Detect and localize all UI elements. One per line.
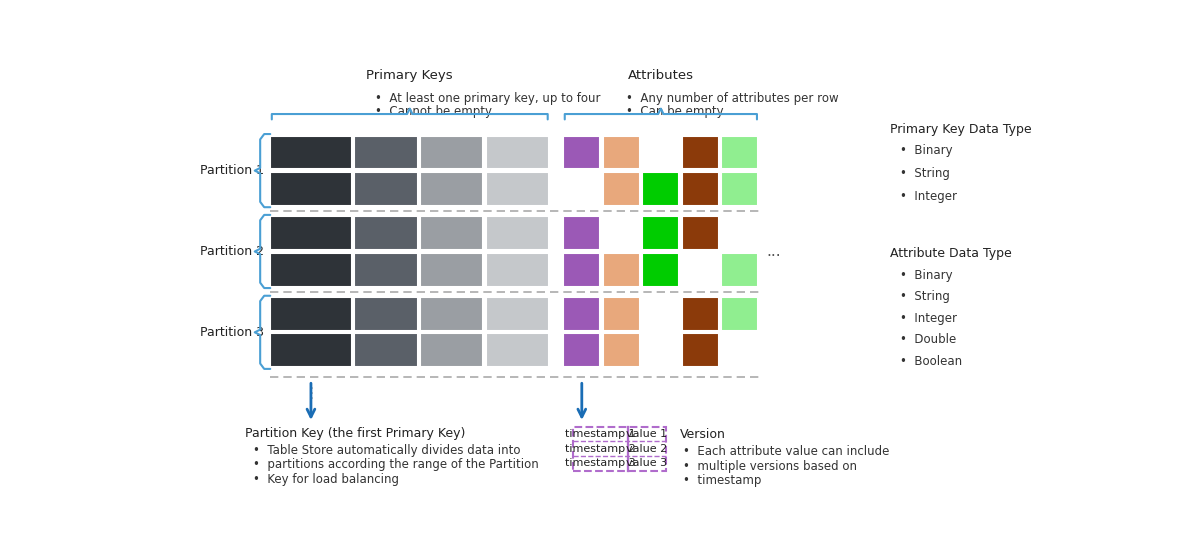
Bar xyxy=(563,334,600,367)
Bar xyxy=(485,216,549,250)
Bar xyxy=(354,135,418,169)
Bar xyxy=(643,172,680,206)
Bar xyxy=(722,253,759,287)
Text: •  partitions according the range of the Partition: • partitions according the range of the … xyxy=(253,458,538,471)
Bar xyxy=(603,334,640,367)
Bar xyxy=(643,216,680,250)
Text: ...: ... xyxy=(766,244,781,259)
Bar xyxy=(420,135,483,169)
Text: Primary Keys: Primary Keys xyxy=(366,69,453,82)
Bar xyxy=(485,135,549,169)
Bar xyxy=(270,172,352,206)
Text: •  Key for load balancing: • Key for load balancing xyxy=(253,473,399,486)
Bar xyxy=(682,216,719,250)
Text: •  Binary: • Binary xyxy=(900,144,952,157)
Bar xyxy=(563,135,600,169)
Text: Partition 3: Partition 3 xyxy=(201,326,264,339)
Bar xyxy=(354,216,418,250)
Bar xyxy=(682,334,719,367)
Bar xyxy=(682,297,719,331)
Bar xyxy=(485,253,549,287)
Bar xyxy=(420,334,483,367)
Bar xyxy=(573,426,665,471)
Bar xyxy=(270,334,352,367)
Text: Partition 1: Partition 1 xyxy=(201,164,264,177)
Text: •  Any number of attributes per row: • Any number of attributes per row xyxy=(626,92,838,105)
Bar xyxy=(354,334,418,367)
Bar xyxy=(722,297,759,331)
Text: Attribute Data Type: Attribute Data Type xyxy=(890,247,1012,260)
Text: Primary Key Data Type: Primary Key Data Type xyxy=(890,122,1032,135)
Bar xyxy=(354,253,418,287)
Bar xyxy=(420,297,483,331)
Text: value 1: value 1 xyxy=(627,429,668,439)
Text: Attributes: Attributes xyxy=(628,69,694,82)
Text: •  Integer: • Integer xyxy=(900,312,956,325)
Bar xyxy=(485,334,549,367)
Text: •  Integer: • Integer xyxy=(900,190,956,203)
Text: •  Double: • Double xyxy=(900,334,956,347)
Bar xyxy=(682,172,719,206)
Bar xyxy=(485,172,549,206)
Bar xyxy=(354,297,418,331)
Text: •  Can be empty: • Can be empty xyxy=(626,105,723,118)
Text: value 2: value 2 xyxy=(626,443,668,454)
Text: timestamp 2: timestamp 2 xyxy=(564,443,635,454)
Text: •  String: • String xyxy=(900,290,950,304)
Bar xyxy=(270,253,352,287)
Bar xyxy=(603,297,640,331)
Text: timestamp 3: timestamp 3 xyxy=(566,458,635,468)
Bar xyxy=(643,253,680,287)
Bar xyxy=(682,135,719,169)
Text: Partition Key (the first Primary Key): Partition Key (the first Primary Key) xyxy=(245,426,466,440)
Bar xyxy=(563,253,600,287)
Bar xyxy=(270,216,352,250)
Text: ⋮: ⋮ xyxy=(304,386,318,401)
Bar xyxy=(603,172,640,206)
Text: •  At least one primary key, up to four: • At least one primary key, up to four xyxy=(375,92,600,105)
Bar xyxy=(603,135,640,169)
Bar xyxy=(270,135,352,169)
Bar xyxy=(420,172,483,206)
Text: •  Each attribute value can include: • Each attribute value can include xyxy=(683,445,890,458)
Bar xyxy=(563,216,600,250)
Bar xyxy=(722,172,759,206)
Bar xyxy=(420,216,483,250)
Text: •  String: • String xyxy=(900,167,950,180)
Text: •  Binary: • Binary xyxy=(900,269,952,282)
Bar xyxy=(270,297,352,331)
Text: timestamp 1: timestamp 1 xyxy=(566,429,635,439)
Text: value 3: value 3 xyxy=(627,458,668,468)
Text: Version: Version xyxy=(680,428,725,441)
Text: •  multiple versions based on: • multiple versions based on xyxy=(683,460,858,473)
Bar xyxy=(722,135,759,169)
Bar xyxy=(354,172,418,206)
Text: •  Boolean: • Boolean xyxy=(900,355,962,368)
Bar xyxy=(485,297,549,331)
Text: Partition 2: Partition 2 xyxy=(201,245,264,258)
Text: •  timestamp: • timestamp xyxy=(683,474,761,488)
Text: •  Cannot be empty: • Cannot be empty xyxy=(375,105,492,118)
Bar xyxy=(563,297,600,331)
Bar xyxy=(420,253,483,287)
Bar xyxy=(603,253,640,287)
Text: •  Table Store automatically divides data into: • Table Store automatically divides data… xyxy=(253,443,520,456)
